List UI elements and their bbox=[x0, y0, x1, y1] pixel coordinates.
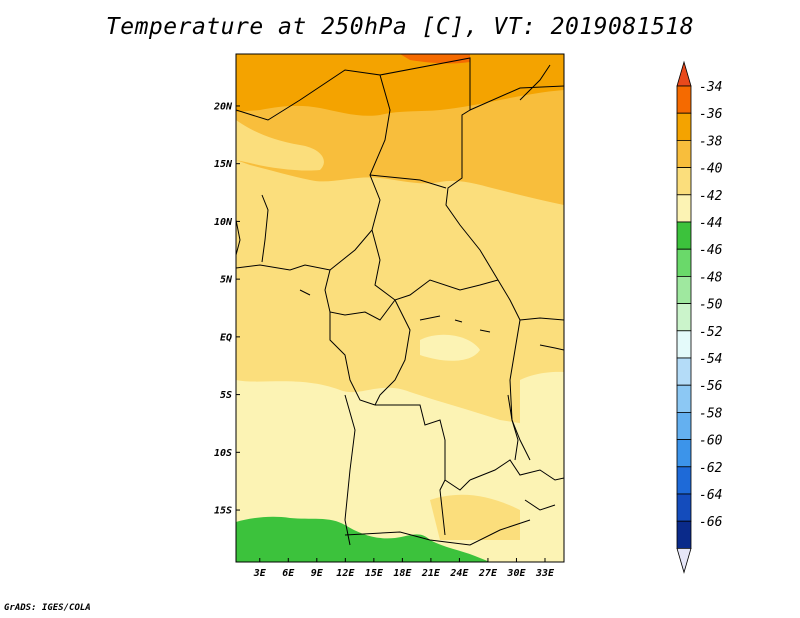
lon-tick-label: 21E bbox=[421, 568, 441, 579]
field-minus-46-to-44 bbox=[236, 516, 490, 562]
colorbar-box bbox=[676, 411, 692, 440]
lat-tick-label: 20N bbox=[213, 101, 233, 112]
colorbar-box bbox=[676, 167, 692, 196]
lake-mark-west bbox=[299, 289, 311, 296]
colorbar-label: -64 bbox=[699, 488, 722, 503]
lat-tick-label: 15S bbox=[214, 506, 232, 517]
colorbar-label: -42 bbox=[699, 189, 723, 204]
border-egypt-sudan bbox=[469, 85, 564, 111]
colorbar-label: -66 bbox=[699, 515, 723, 530]
border-west-africa bbox=[236, 69, 391, 271]
border-kenya bbox=[539, 344, 564, 351]
colorbar: -34 -36 -38 -40 -42 -44 -46 -48 -50 -52 -54 -56 -58 -… bbox=[676, 60, 723, 574]
colorbar-box bbox=[676, 520, 692, 549]
colorbar-label: -52 bbox=[699, 325, 723, 340]
border-namibia bbox=[344, 519, 531, 546]
colorbar-box bbox=[676, 303, 692, 332]
lon-tick-label: 18E bbox=[393, 568, 412, 579]
colorbar-label: -50 bbox=[699, 298, 723, 313]
lon-tick-label: 27E bbox=[478, 568, 498, 579]
colorbar-label: -54 bbox=[699, 352, 722, 367]
colorbar-box bbox=[676, 493, 692, 522]
colorbar-top-triangle bbox=[676, 60, 692, 87]
border-angola-drc bbox=[375, 404, 471, 491]
colorbar-label: -60 bbox=[699, 434, 723, 449]
colorbar-label: -62 bbox=[699, 461, 723, 476]
lake-kariba bbox=[524, 499, 556, 511]
colorbar-box bbox=[676, 248, 692, 277]
map-frame bbox=[235, 53, 565, 563]
colorbar-box bbox=[676, 466, 692, 495]
colorbar-label: -48 bbox=[699, 270, 723, 285]
colorbar-box bbox=[676, 194, 692, 223]
colorbar-box bbox=[676, 139, 692, 168]
lon-tick-label: 30E bbox=[506, 568, 526, 579]
lake-tanganyika bbox=[507, 394, 519, 461]
colorbar-label: -36 bbox=[699, 107, 723, 122]
lat-tick-label: 15N bbox=[214, 159, 233, 170]
colorbar-box bbox=[676, 275, 692, 304]
latitude-axis: 20N 15N 10N 5N EQ 5S 10S 15S bbox=[213, 101, 240, 517]
lon-tick-label: 15E bbox=[365, 568, 384, 579]
colorbar-label: -40 bbox=[699, 162, 723, 177]
colorbar-box bbox=[676, 221, 692, 250]
field-patch-east bbox=[520, 371, 564, 430]
field-patch-south bbox=[430, 494, 520, 540]
lon-tick-label: 12E bbox=[336, 568, 355, 579]
colorbar-label: -56 bbox=[699, 379, 723, 394]
lake-marks-central bbox=[419, 315, 491, 333]
colorbar-box bbox=[676, 85, 692, 114]
border-chad-sudan bbox=[379, 57, 521, 321]
coast-west bbox=[236, 219, 241, 256]
lat-tick-label: 10N bbox=[214, 217, 233, 228]
border-car bbox=[371, 229, 499, 301]
lat-tick-label: EQ bbox=[220, 332, 232, 343]
colorbar-box bbox=[676, 112, 692, 141]
field-patch-northwest bbox=[236, 120, 324, 171]
border-rift bbox=[509, 319, 531, 461]
lat-tick-label: 5S bbox=[220, 390, 232, 401]
grads-credit: GrADS: IGES/COLA bbox=[4, 603, 91, 613]
country-borders bbox=[236, 57, 564, 546]
field-minus-38-to-36 bbox=[236, 54, 564, 116]
colorbar-label: -58 bbox=[699, 406, 723, 421]
chart-title: Temperature at 250hPa [C], VT: 201908151… bbox=[105, 14, 695, 40]
lon-tick-label: 24E bbox=[449, 568, 469, 579]
lon-tick-label: 6E bbox=[282, 568, 295, 579]
colorbar-label: -38 bbox=[699, 134, 723, 149]
border-nigeria bbox=[261, 194, 269, 263]
lon-tick-label: 3E bbox=[253, 568, 267, 579]
longitude-axis: 3E 6E 9E 12E 15E 18E 21E 24E 27E 30E 33E bbox=[253, 558, 555, 579]
temperature-field bbox=[236, 54, 564, 562]
border-gabon-congo bbox=[329, 312, 376, 406]
field-patch-central bbox=[420, 334, 480, 361]
colorbar-label: -46 bbox=[699, 243, 723, 258]
colorbar-box bbox=[676, 357, 692, 386]
colorbar-label: -34 bbox=[699, 80, 722, 95]
border-cameroon-congo bbox=[324, 269, 396, 321]
colorbar-box bbox=[676, 384, 692, 413]
colorbar-box bbox=[676, 439, 692, 468]
border-chad-south bbox=[369, 174, 447, 189]
border-zambia-north bbox=[469, 459, 564, 481]
border-angola-zambia bbox=[439, 479, 446, 536]
border-angola-west bbox=[344, 394, 356, 546]
lat-tick-label: 5N bbox=[220, 275, 233, 286]
border-red-sea bbox=[519, 64, 551, 101]
lon-tick-label: 33E bbox=[535, 568, 555, 579]
colorbar-box bbox=[676, 330, 692, 359]
border-congo-drc bbox=[374, 299, 411, 406]
colorbar-label: -44 bbox=[699, 216, 722, 231]
border-uganda bbox=[519, 317, 564, 321]
colorbar-bottom-triangle bbox=[676, 548, 692, 574]
lon-tick-label: 9E bbox=[311, 568, 324, 579]
lat-tick-label: 10S bbox=[214, 448, 232, 459]
